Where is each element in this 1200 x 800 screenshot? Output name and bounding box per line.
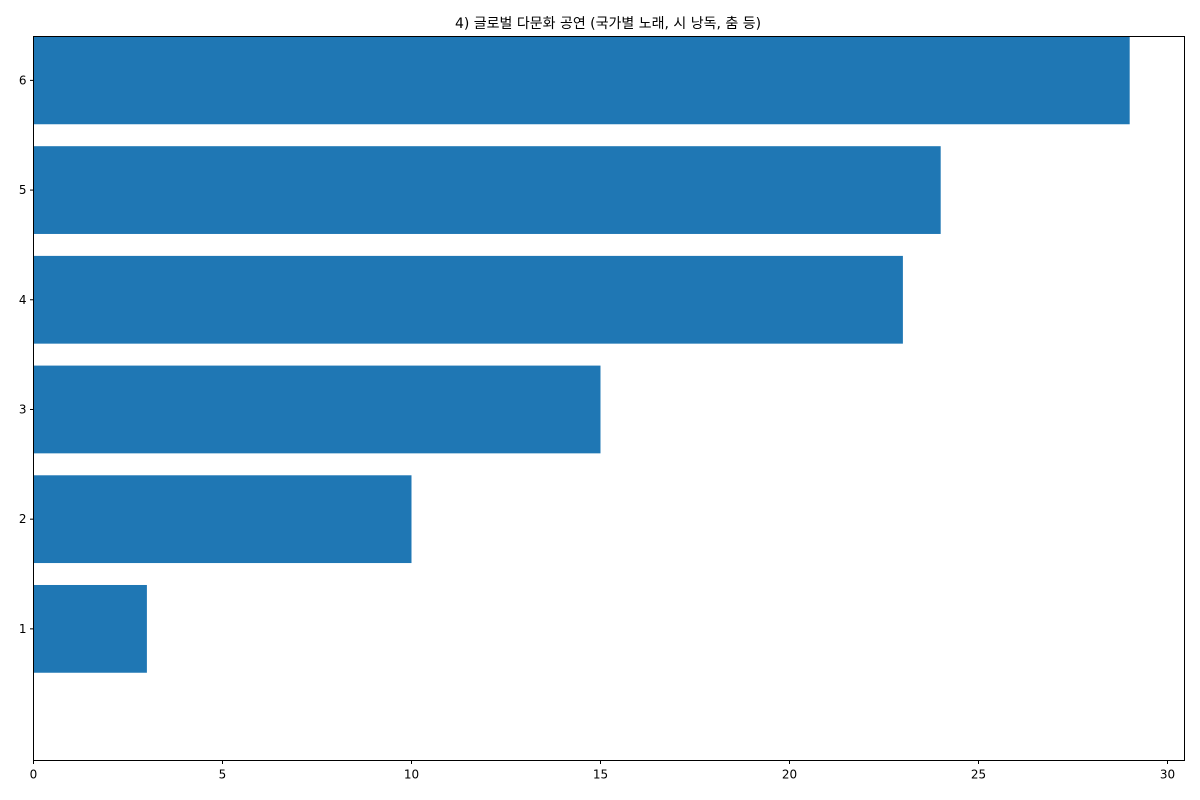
bar-5 xyxy=(33,146,941,234)
y-tick-label: 3 xyxy=(19,402,27,416)
x-tick-label: 30 xyxy=(1160,768,1175,782)
bar-6 xyxy=(33,36,1130,125)
y-tick-label: 6 xyxy=(19,73,27,87)
x-tick-label: 5 xyxy=(219,768,227,782)
y-tick-label: 4 xyxy=(19,293,27,307)
x-tick-label: 0 xyxy=(30,768,38,782)
y-tick-label: 1 xyxy=(19,622,27,636)
plot-frame xyxy=(33,36,1185,761)
x-tick-label: 20 xyxy=(782,768,797,782)
bars-group xyxy=(33,36,1130,673)
bar-1 xyxy=(33,584,147,673)
y-tick-label: 2 xyxy=(19,512,27,526)
bar-4 xyxy=(33,255,903,344)
x-tick-label: 25 xyxy=(971,768,986,782)
ticks-group: 1 2 3 4 5 6 0 5 10 15 20 25 30 xyxy=(19,73,1175,781)
y-tick-label: 5 xyxy=(19,183,27,197)
bar-2 xyxy=(33,475,412,564)
chart-title: 4) 글로벌 다문화 공연 (국가별 노래, 시 낭독, 춤 등) xyxy=(455,16,761,32)
x-tick-label: 15 xyxy=(593,768,608,782)
bar-3 xyxy=(33,365,601,454)
x-tick-label: 10 xyxy=(404,768,419,782)
